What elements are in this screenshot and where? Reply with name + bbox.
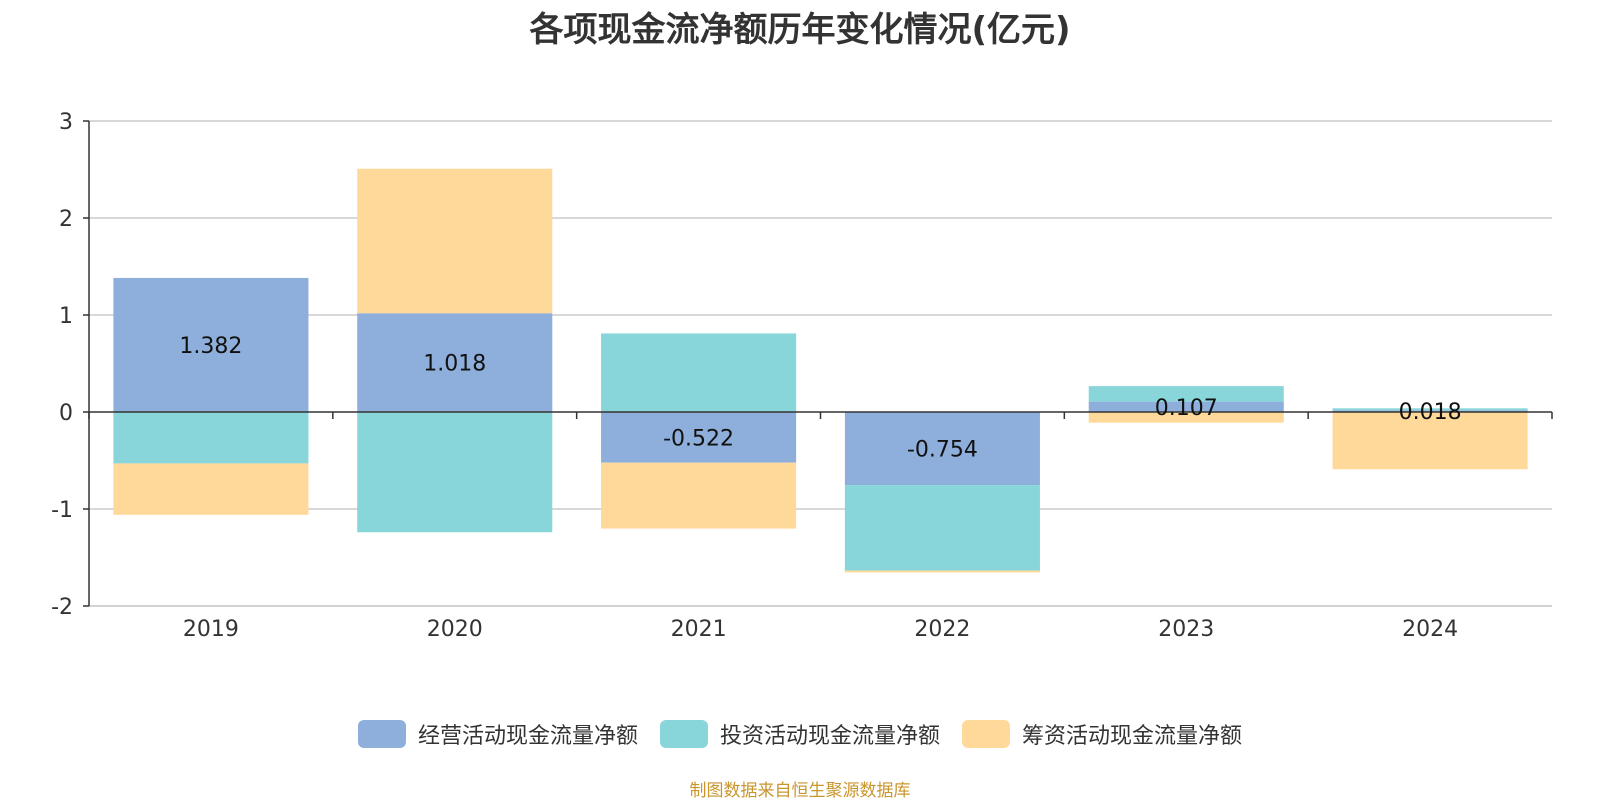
x-tick-label: 2021 <box>671 617 727 642</box>
bar-1-2024 <box>1332 408 1528 411</box>
data-label: 0.107 <box>1155 396 1218 421</box>
bar-2-2020 <box>357 168 553 314</box>
bar-0-2019 <box>113 277 309 412</box>
bar-1-2021 <box>601 333 797 412</box>
legend-label: 经营活动现金流量净额 <box>417 724 638 749</box>
legend-swatch <box>357 720 406 748</box>
axes: -2 -1 0 1 2 3 2019 2020 2021 2022 2023 2024 <box>51 110 1553 642</box>
source-note: 制图数据来自恒生聚源数据库 <box>689 781 911 801</box>
legend-swatch <box>962 720 1010 748</box>
bar-0-2021 <box>601 412 797 463</box>
y-tick-label: 3 <box>59 110 73 135</box>
data-labels: 1.382 1.018 -0.522 -0.754 0.107 0.018 <box>179 334 1461 463</box>
legend: 经营活动现金流量净额 投资活动现金流量净额 筹资活动现金流量净额 <box>0 718 1600 750</box>
bar-0-2020 <box>357 313 553 412</box>
y-tick-label: -2 <box>51 595 73 620</box>
bar-1-2023 <box>1088 386 1284 402</box>
bar-2-2024 <box>1332 412 1528 470</box>
bar-0-2023 <box>1088 401 1284 412</box>
bar-1-2019 <box>113 412 309 464</box>
legend-label: 投资活动现金流量净额 <box>719 724 940 749</box>
data-label: 0.018 <box>1399 400 1462 425</box>
legend-swatch <box>659 720 708 748</box>
bar-2-2019 <box>113 463 309 515</box>
data-label: -0.522 <box>663 426 734 451</box>
y-tick-label: 1 <box>59 304 73 329</box>
bar-0-2022 <box>844 412 1040 486</box>
x-tick-label: 2022 <box>914 617 970 642</box>
data-label: 1.018 <box>423 352 486 377</box>
x-tick-label: 2023 <box>1158 617 1214 642</box>
chart-title: 各项现金流净额历年变化情况(亿元) <box>529 10 1071 50</box>
x-tick-label: 2020 <box>427 617 483 642</box>
y-tick-label: 2 <box>59 207 73 232</box>
legend-item-operating[interactable]: 经营活动现金流量净额 <box>357 718 638 750</box>
x-tick-label: 2024 <box>1402 617 1458 642</box>
bar-2-2022 <box>844 570 1040 573</box>
bar-0-2024 <box>1332 410 1528 412</box>
y-tick-label: 0 <box>59 401 73 426</box>
bar-2-2021 <box>601 462 797 529</box>
legend-item-financing[interactable]: 筹资活动现金流量净额 <box>962 718 1242 750</box>
bars <box>113 168 1528 573</box>
gridlines <box>89 120 1552 607</box>
y-tick-label: -1 <box>51 498 73 523</box>
legend-item-investing[interactable]: 投资活动现金流量净额 <box>659 718 940 750</box>
data-label: -0.754 <box>907 438 978 463</box>
bar-1-2020 <box>357 412 553 533</box>
bar-1-2022 <box>844 485 1040 571</box>
bar-2-2023 <box>1088 412 1284 423</box>
x-tick-label: 2019 <box>183 617 239 642</box>
legend-label: 筹资活动现金流量净额 <box>1022 724 1243 749</box>
data-label: 1.382 <box>179 334 242 359</box>
